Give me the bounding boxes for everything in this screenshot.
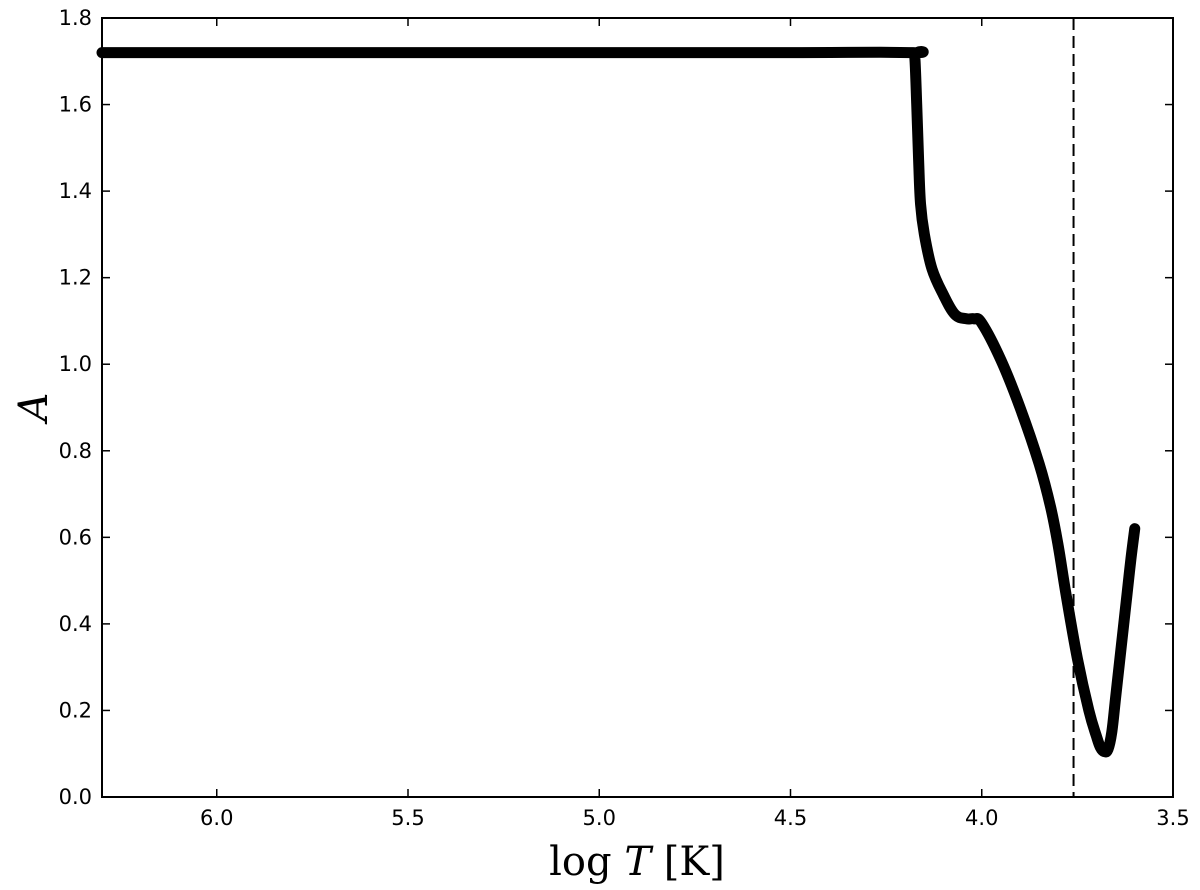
y-tick-label: 1.8: [59, 6, 92, 30]
y-tick-label: 1.6: [59, 93, 92, 117]
x-tick-label: 5.5: [391, 806, 424, 830]
y-tick-label: 0.0: [59, 785, 92, 809]
y-tick-label: 0.6: [59, 525, 92, 549]
x-axis-label-unit: [K]: [651, 839, 725, 885]
y-tick-label: 0.2: [59, 698, 92, 722]
x-tick-label: 5.0: [583, 806, 616, 830]
series-layer: [96, 46, 1141, 758]
y-tick-label: 1.2: [59, 266, 92, 290]
y-tick-label: 1.4: [59, 179, 92, 203]
series-line: [96, 46, 1141, 758]
x-tick-label: 4.5: [774, 806, 807, 830]
plot-frame: [101, 17, 1174, 798]
x-tick-label: 4.0: [965, 806, 998, 830]
ticks-layer: 6.0 5.5 5.0 4.5 4.0 3.5 0.0 0.2 0.4 0.6 0.8 1.0 1.2 1…: [59, 6, 1190, 830]
y-axis-label: A: [11, 393, 57, 426]
y-tick-label: 0.4: [59, 612, 92, 636]
x-tick-label: 3.5: [1156, 806, 1189, 830]
x-axis-label-var: T: [624, 839, 654, 885]
x-axis-label-prefix: log: [549, 839, 624, 885]
plot-background: [102, 18, 1173, 797]
x-axis-label: log T [K]: [549, 839, 725, 885]
x-tick-label: 6.0: [200, 806, 233, 830]
y-tick-label: 0.8: [59, 439, 92, 463]
y-tick-label: 1.0: [59, 352, 92, 376]
